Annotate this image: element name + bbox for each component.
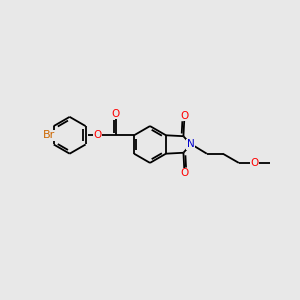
Text: O: O <box>93 130 101 140</box>
Text: O: O <box>112 109 120 119</box>
Text: O: O <box>180 111 188 121</box>
Text: O: O <box>251 158 259 168</box>
Text: O: O <box>180 168 188 178</box>
Text: N: N <box>187 140 195 149</box>
Text: Br: Br <box>43 130 56 140</box>
